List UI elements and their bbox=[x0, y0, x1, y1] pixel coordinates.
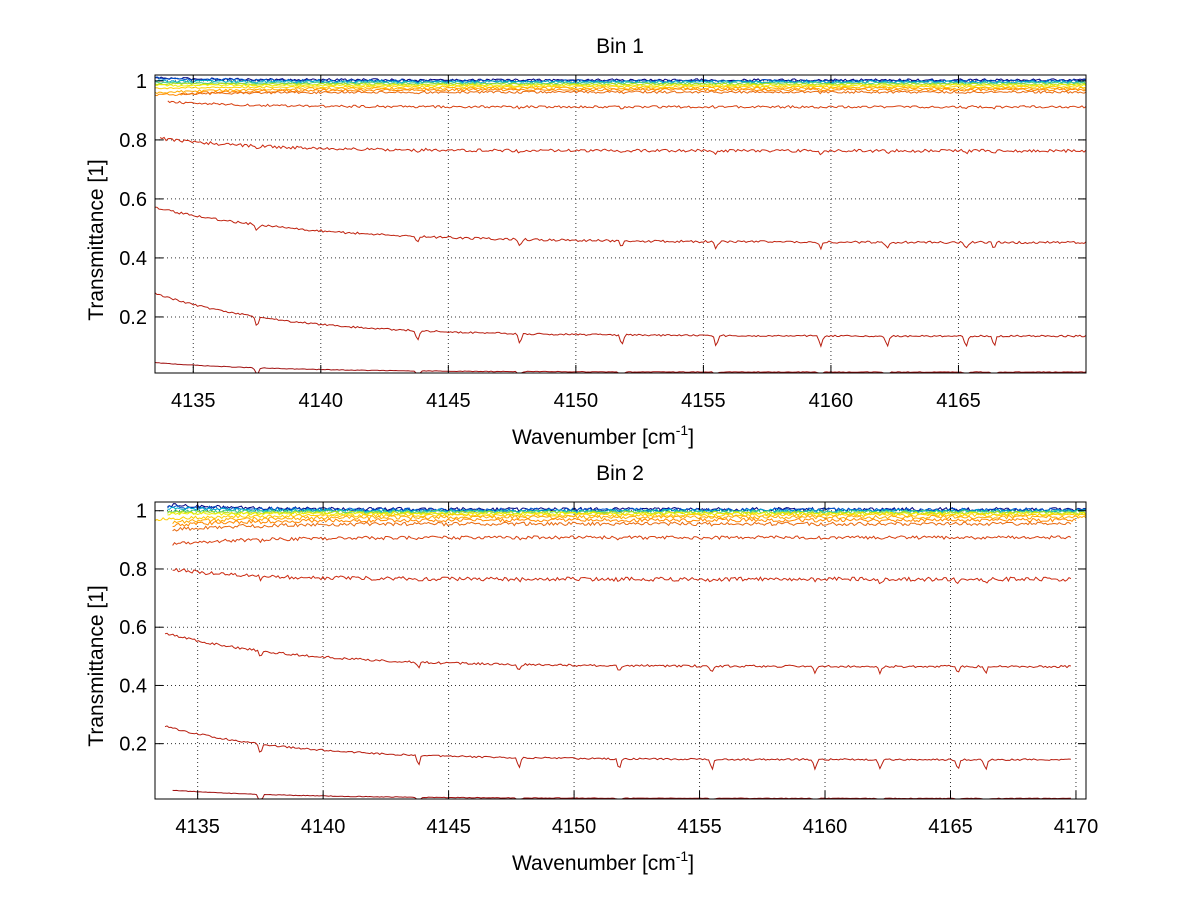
x-tick-label: 4135 bbox=[175, 816, 220, 838]
series-curve-7 bbox=[154, 85, 1087, 90]
chart-title: Bin 2 bbox=[596, 462, 644, 485]
y-tick-label: 0.8 bbox=[119, 559, 147, 581]
y-tick-label: 0.4 bbox=[119, 248, 147, 270]
x-tick-label: 4145 bbox=[426, 390, 471, 412]
x-tick-label: 4155 bbox=[681, 390, 726, 412]
series-curve-8 bbox=[154, 86, 1087, 95]
x-tick-label: 4140 bbox=[301, 816, 346, 838]
series-curve-6 bbox=[167, 511, 1087, 517]
series-curve-9 bbox=[154, 87, 1087, 97]
x-axis-label: Wavenumber [cm-1] bbox=[512, 848, 694, 875]
x-tick-label: 4165 bbox=[936, 390, 981, 412]
y-tick-label: 0.6 bbox=[119, 617, 147, 639]
series-curve-14 bbox=[164, 725, 1071, 771]
series-curve-9 bbox=[172, 517, 1077, 528]
y-tick-label: 1 bbox=[136, 501, 147, 523]
grid bbox=[155, 502, 1086, 799]
x-tick-label: 4160 bbox=[803, 816, 848, 838]
x-tick-label: 4140 bbox=[299, 390, 344, 412]
series-curve-10 bbox=[180, 90, 1087, 96]
series-lines bbox=[154, 76, 1087, 374]
y-axis-label: Transmittance [1] bbox=[85, 159, 108, 320]
y-tick-label: 0.2 bbox=[119, 307, 147, 329]
series-curve-11 bbox=[167, 100, 1087, 110]
series-curve-10 bbox=[172, 521, 1072, 532]
y-tick-label: 0.6 bbox=[119, 189, 147, 211]
y-axis-label: Transmittance [1] bbox=[85, 585, 108, 746]
series-curve-1 bbox=[155, 76, 1087, 83]
y-tick-label: 1 bbox=[136, 71, 147, 93]
axes-box bbox=[154, 74, 1087, 374]
series-curve-12 bbox=[159, 136, 1087, 156]
series-curve-7 bbox=[154, 512, 1087, 522]
series-curve-12 bbox=[172, 567, 1072, 585]
series-curve-13 bbox=[154, 206, 1087, 251]
series-curve-14 bbox=[154, 292, 1087, 348]
chart-title: Bin 1 bbox=[596, 35, 644, 58]
series-curve-13 bbox=[164, 632, 1072, 676]
axes-box bbox=[154, 501, 1087, 800]
ticks: 4135 4140 4145 4150 4155 4160 4165 4170 0.2 0.4 0.… bbox=[119, 501, 1098, 838]
y-tick-label: 0.8 bbox=[119, 130, 147, 152]
y-tick-label: 0.2 bbox=[119, 734, 147, 756]
x-tick-label: 4150 bbox=[552, 816, 597, 838]
x-tick-label: 4160 bbox=[809, 390, 854, 412]
ticks: 4135 4140 4145 4150 4155 4160 4165 0.2 0.4 0.6 0.8… bbox=[119, 71, 1086, 412]
x-axis-label: Wavenumber [cm-1] bbox=[512, 422, 694, 449]
x-tick-label: 4135 bbox=[171, 390, 216, 412]
grid bbox=[155, 75, 1086, 373]
chart-bin-1: Bin 1 4135 4140 4145 4150 4155 4160 4165 0.2 0.4… bbox=[85, 35, 1087, 449]
series-curve-8 bbox=[172, 514, 1087, 525]
series-curve-15 bbox=[154, 362, 1087, 374]
x-tick-label: 4145 bbox=[426, 816, 471, 838]
chart-bin-2: Bin 2 4135 4140 4145 4150 4155 4160 4165 4170 0.… bbox=[85, 462, 1098, 875]
series-curve-3 bbox=[154, 79, 1086, 84]
series-curve-15 bbox=[172, 789, 1071, 800]
y-tick-label: 0.4 bbox=[119, 675, 147, 697]
series-curve-3 bbox=[167, 506, 1087, 514]
x-tick-label: 4170 bbox=[1054, 816, 1099, 838]
x-tick-label: 4155 bbox=[677, 816, 722, 838]
series-lines bbox=[154, 503, 1087, 800]
x-tick-label: 4165 bbox=[928, 816, 973, 838]
x-tick-label: 4150 bbox=[554, 390, 599, 412]
series-curve-11 bbox=[172, 535, 1072, 546]
